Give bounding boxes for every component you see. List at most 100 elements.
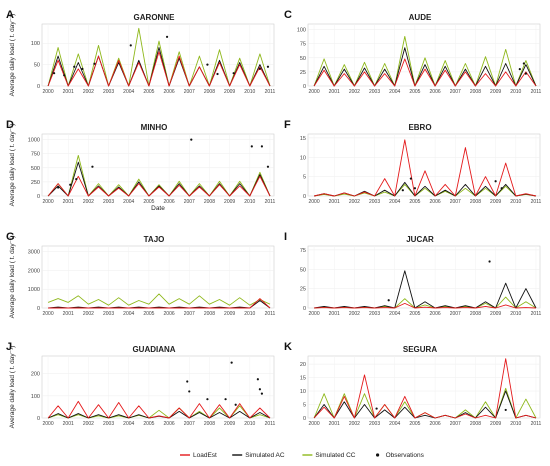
x-tick-label: 2006 xyxy=(164,199,175,205)
x-tick-label: 2011 xyxy=(265,421,276,427)
x-tick-label: 2007 xyxy=(184,89,195,95)
observation-point xyxy=(504,408,507,412)
x-tick-label: 2006 xyxy=(430,311,441,317)
y-tick-label: 2000 xyxy=(28,268,40,274)
observation-point xyxy=(260,392,263,395)
x-tick-label: 2005 xyxy=(409,421,420,427)
x-tick-label: 2006 xyxy=(430,89,441,95)
panel-minho: 0 250 500 750 1000 2000 2001 2002 2003 2004 2005 20… xyxy=(6,119,276,212)
observation-point xyxy=(409,177,412,180)
series-simulated-cc xyxy=(47,154,271,197)
x-tick-label: 2002 xyxy=(83,199,94,205)
x-tick-label: 2007 xyxy=(184,199,195,205)
panel-letter: A xyxy=(6,9,14,21)
observation-point xyxy=(258,388,261,391)
panel-aude: 0 25 50 75 100 2000 2001 2002 2003 2004 2005 2006 20… xyxy=(284,9,542,95)
x-tick-label: 2000 xyxy=(308,199,319,205)
panel-letter: I xyxy=(284,231,287,243)
panel-letter: K xyxy=(284,341,292,353)
x-tick-label: 2001 xyxy=(63,421,74,427)
y-tick-label: 25 xyxy=(300,287,306,293)
y-tick-label: 100 xyxy=(31,41,40,47)
observation-point xyxy=(224,398,227,401)
panel-title: GUADIANA xyxy=(132,345,175,354)
observation-point xyxy=(260,145,263,148)
x-tick-label: 2000 xyxy=(42,311,53,317)
panel-frame xyxy=(307,133,541,197)
panel-title: GARONNE xyxy=(134,13,176,22)
y-tick-label: 100 xyxy=(31,394,40,400)
x-tick-label: 2003 xyxy=(103,421,114,427)
y-tick-label: 0 xyxy=(37,194,40,200)
x-tick-label: 2000 xyxy=(308,311,319,317)
y-axis-label: Average daily load ( t. day⁻¹) xyxy=(9,346,16,429)
x-tick-label: 2000 xyxy=(308,421,319,427)
x-tick-label: 2000 xyxy=(42,89,53,95)
x-tick-label: 2006 xyxy=(430,421,441,427)
x-tick-label: 2009 xyxy=(224,311,235,317)
observation-point xyxy=(258,67,261,70)
x-tick-label: 2004 xyxy=(123,311,134,317)
x-tick-label: 2009 xyxy=(490,199,501,205)
x-tick-label: 2006 xyxy=(164,311,175,317)
x-tick-label: 2002 xyxy=(349,311,360,317)
y-tick-label: 25 xyxy=(300,70,306,76)
y-tick-label: 200 xyxy=(31,372,40,378)
observation-point xyxy=(75,177,78,181)
x-tick-label: 2010 xyxy=(244,89,255,95)
x-tick-label: 2008 xyxy=(470,199,481,205)
observation-point xyxy=(524,72,527,75)
panel-letter: F xyxy=(284,119,291,131)
x-tick-label: 2002 xyxy=(349,199,360,205)
series-simulated-ac xyxy=(313,390,537,419)
series-loadest xyxy=(47,175,271,197)
observation-point xyxy=(165,35,169,38)
y-tick-label: 15 xyxy=(300,136,306,142)
panel-title: JUCAR xyxy=(406,235,434,244)
observation-point xyxy=(53,72,56,75)
observation-point xyxy=(413,187,417,190)
y-tick-label: 0 xyxy=(303,84,306,90)
observation-point xyxy=(93,62,96,65)
x-tick-label: 2005 xyxy=(409,199,420,205)
y-tick-label: 15 xyxy=(300,376,306,382)
series-simulated-ac xyxy=(47,161,271,197)
observation-point xyxy=(488,260,491,263)
panel-letter: D xyxy=(6,119,14,131)
y-tick-label: 0 xyxy=(303,306,306,312)
x-tick-label: 2007 xyxy=(184,421,195,427)
x-tick-label: 2004 xyxy=(389,421,400,427)
x-tick-label: 2003 xyxy=(369,311,380,317)
y-tick-label: 50 xyxy=(300,56,306,62)
x-tick-label: 2011 xyxy=(531,199,542,205)
x-tick-label: 2009 xyxy=(490,311,501,317)
y-tick-label: 5 xyxy=(303,403,306,409)
x-tick-label: 2010 xyxy=(244,199,255,205)
x-tick-label: 2006 xyxy=(164,421,175,427)
panel-letter: C xyxy=(284,9,292,21)
x-tick-label: 2009 xyxy=(224,199,235,205)
x-tick-label: 2011 xyxy=(531,89,542,95)
x-tick-label: 2002 xyxy=(349,89,360,95)
panel-title: MINHO xyxy=(141,123,168,132)
x-tick-label: 2003 xyxy=(103,89,114,95)
x-tick-label: 2003 xyxy=(103,311,114,317)
x-tick-label: 2004 xyxy=(123,89,134,95)
x-tick-label: 2009 xyxy=(490,89,501,95)
x-tick-label: 2008 xyxy=(204,89,215,95)
observation-point xyxy=(522,62,525,65)
legend-swatch xyxy=(376,453,380,457)
x-tick-label: 2011 xyxy=(531,311,542,317)
series-simulated-cc xyxy=(47,27,271,87)
y-axis-label: Average daily load ( t. day⁻¹) xyxy=(9,14,16,97)
x-tick-label: 2004 xyxy=(389,89,400,95)
panel-frame xyxy=(307,23,541,87)
x-tick-label: 2010 xyxy=(244,421,255,427)
legend-label: Simulated CC xyxy=(315,452,355,459)
panel-title: TAJO xyxy=(144,235,165,244)
x-tick-label: 2001 xyxy=(63,311,74,317)
x-tick-label: 2002 xyxy=(83,89,94,95)
observation-point xyxy=(375,407,378,410)
